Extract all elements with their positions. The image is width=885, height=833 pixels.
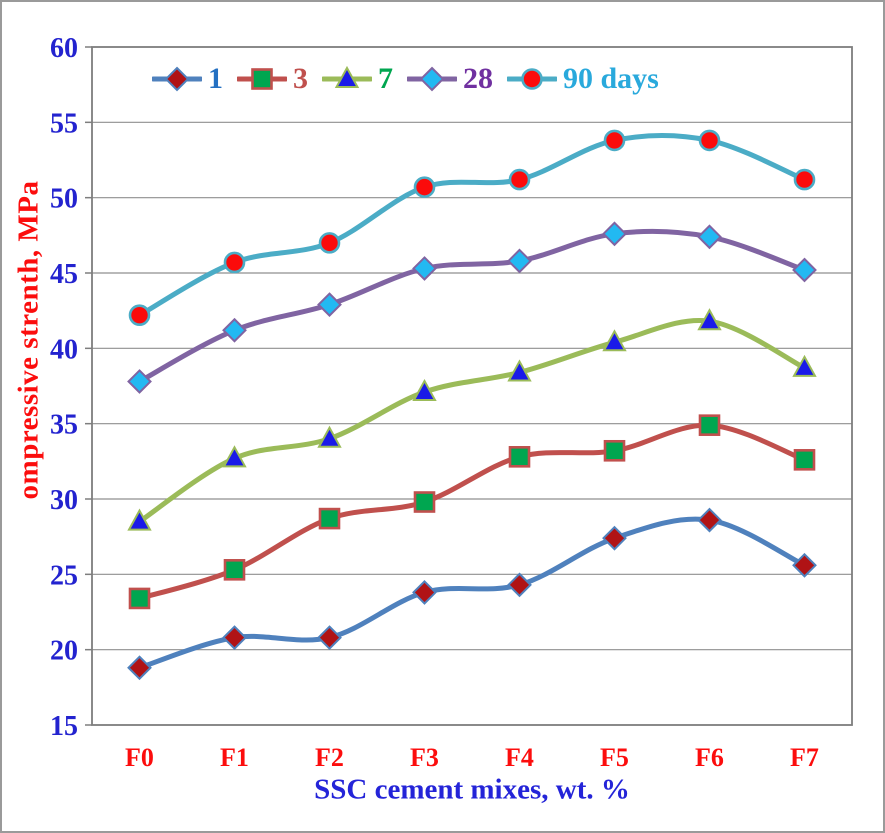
y-tick-label: 25 — [50, 560, 78, 591]
triangle-marker — [792, 354, 817, 377]
diamond-marker — [317, 292, 342, 318]
x-tick-label: F1 — [220, 743, 249, 772]
square-marker — [508, 446, 531, 468]
square-marker — [603, 439, 626, 462]
y-tick-label: 55 — [50, 108, 78, 139]
diamond-marker — [602, 221, 627, 247]
diamond-marker — [697, 507, 722, 533]
legend-key-diamond — [407, 66, 457, 92]
legend-key-square — [237, 68, 287, 90]
circle-marker — [128, 304, 151, 326]
x-tick-label: F2 — [315, 743, 344, 772]
square-marker — [698, 414, 721, 436]
legend-item-3: 3 — [237, 62, 308, 96]
y-tick-label: 45 — [50, 259, 78, 290]
square-marker — [128, 587, 151, 610]
gridlines — [85, 46, 852, 726]
x-tick-labels: F0 F1 F2 F3 F4 F5 F6 F7 — [125, 743, 819, 772]
diamond-marker — [164, 66, 190, 92]
circle-marker — [508, 168, 531, 191]
x-tick-label: F5 — [600, 743, 629, 772]
y-tick-label: 35 — [50, 410, 78, 441]
series-3 — [128, 414, 816, 610]
legend-label: 3 — [293, 62, 308, 95]
y-tick-label: 20 — [50, 636, 78, 667]
diamond-marker — [222, 625, 247, 651]
series-90-days — [128, 129, 816, 326]
square-marker — [413, 491, 436, 513]
legend-item-7: 7 — [322, 62, 393, 96]
circle-marker — [521, 68, 543, 90]
x-tick-label: F0 — [125, 743, 154, 772]
diamond-marker — [127, 655, 152, 681]
diamond-marker — [507, 248, 532, 274]
triangle-marker — [602, 329, 627, 352]
y-tick-label: 50 — [50, 184, 78, 215]
circle-marker — [698, 129, 721, 152]
diamond-marker — [317, 625, 342, 651]
diamond-marker — [127, 369, 152, 394]
series-7 — [127, 308, 817, 531]
x-axis-title: SSC cement mixes, wt. % — [314, 773, 630, 806]
y-tick-label: 60 — [50, 33, 78, 64]
series-line — [137, 318, 807, 525]
plot-border — [91, 46, 853, 726]
diamond-marker — [792, 552, 817, 578]
legend-item-90-days: 90 days — [507, 62, 659, 96]
legend-label: 90 days — [563, 62, 659, 95]
legend-item-1: 1 — [152, 62, 223, 96]
square-marker — [223, 559, 246, 581]
legend-key-circle — [507, 68, 557, 90]
x-tick-label: F4 — [505, 743, 534, 772]
circle-marker — [413, 176, 436, 198]
diamond-marker — [507, 572, 532, 598]
x-tick-label: F7 — [790, 743, 819, 772]
legend-key-diamond — [152, 66, 202, 92]
diamond-marker — [697, 224, 722, 250]
diamond-marker — [222, 317, 247, 343]
circle-marker — [318, 232, 341, 254]
x-tick-label: F3 — [410, 743, 439, 772]
triangle-marker — [127, 508, 152, 531]
legend-key-triangle — [322, 65, 372, 88]
triangle-marker — [222, 445, 247, 468]
y-tick-label: 15 — [50, 711, 78, 742]
series-line — [137, 516, 807, 671]
legend-label: 28 — [463, 62, 493, 95]
square-marker — [318, 507, 341, 530]
circle-marker — [603, 129, 626, 152]
triangle-marker — [697, 308, 722, 331]
diamond-marker — [412, 579, 437, 605]
triangle-marker — [412, 378, 437, 402]
y-tick-label: 40 — [50, 334, 78, 365]
diamond-marker — [419, 66, 445, 92]
legend-item-28: 28 — [407, 62, 493, 96]
chart-legend: 1 3 7 28 90 days — [152, 60, 659, 98]
triangle-marker — [507, 359, 532, 382]
legend-label: 7 — [378, 62, 393, 95]
square-marker — [793, 449, 816, 471]
diamond-marker — [602, 525, 627, 551]
circle-marker — [223, 251, 246, 274]
diamond-marker — [412, 256, 437, 281]
square-marker — [251, 68, 273, 90]
y-axis-title: ompressive strenth, MPa — [12, 180, 45, 500]
triangle-marker — [317, 425, 342, 448]
diamond-marker — [792, 257, 817, 283]
circle-marker — [793, 168, 816, 191]
series-1 — [127, 507, 817, 681]
legend-label: 1 — [208, 62, 223, 95]
triangle-marker — [334, 65, 360, 88]
y-tick-label: 30 — [50, 485, 78, 516]
series-28 — [127, 221, 817, 394]
x-tick-label: F6 — [695, 743, 724, 772]
y-tick-labels: 15 20 25 30 35 40 45 50 55 60 — [50, 33, 78, 742]
series-line — [137, 133, 807, 318]
